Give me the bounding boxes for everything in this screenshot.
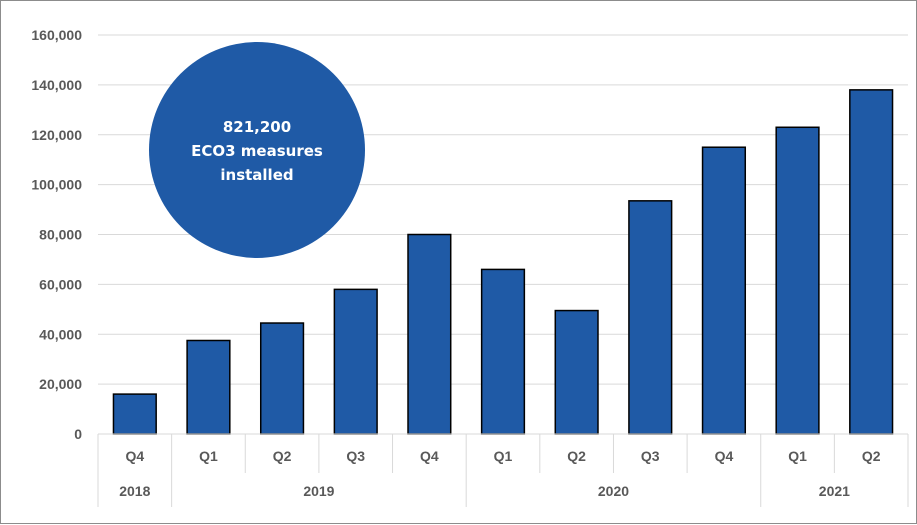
y-tick-label: 120,000 <box>31 127 82 143</box>
x-axis: Q4 Q1 Q2 Q3 Q4 Q1 Q2 Q3 Q4 Q1 Q2 2018 2019 2020 2021 <box>97 433 909 507</box>
y-tick-label: 100,000 <box>31 177 82 193</box>
year-label: 2018 <box>119 483 150 499</box>
y-tick-label: 0 <box>74 426 82 442</box>
year-label: 2021 <box>819 483 850 499</box>
y-tick-label: 160,000 <box>31 27 82 43</box>
x-tick-label: Q4 <box>715 448 734 464</box>
annotation-callout: 821,200 ECO3 measures installed <box>149 42 365 258</box>
bar <box>112 393 157 435</box>
y-axis: 0 20,000 40,000 60,000 80,000 100,000 120,000 1… <box>31 27 82 442</box>
y-tick-label: 80,000 <box>39 227 82 243</box>
y-tick-label: 20,000 <box>39 376 82 392</box>
bar <box>480 268 526 435</box>
x-tick-label: Q3 <box>346 448 365 464</box>
bar <box>701 146 747 435</box>
bar <box>333 288 378 435</box>
annotation-circle <box>149 42 365 258</box>
annotation-line-1: 821,200 <box>223 118 291 136</box>
y-tick-label: 40,000 <box>39 326 82 342</box>
x-tick-label: Q4 <box>420 448 439 464</box>
x-tick-label: Q4 <box>125 448 144 464</box>
bar <box>259 322 305 435</box>
bar <box>775 126 820 435</box>
bar <box>186 339 231 435</box>
annotation-line-3: installed <box>220 166 293 184</box>
bar <box>554 309 599 435</box>
x-tick-label: Q2 <box>862 448 881 464</box>
y-tick-label: 60,000 <box>39 276 82 292</box>
bar <box>628 200 673 435</box>
year-label: 2019 <box>303 483 334 499</box>
bar <box>407 233 452 435</box>
x-tick-label: Q2 <box>273 448 292 464</box>
x-tick-label: Q1 <box>494 448 513 464</box>
year-label: 2020 <box>598 483 629 499</box>
bar <box>849 89 894 435</box>
x-tick-label: Q3 <box>641 448 660 464</box>
bars <box>112 89 894 435</box>
x-tick-label: Q1 <box>788 448 807 464</box>
x-tick-label: Q1 <box>199 448 218 464</box>
y-tick-label: 140,000 <box>31 77 82 93</box>
x-tick-label: Q2 <box>567 448 586 464</box>
annotation-line-2: ECO3 measures <box>191 142 323 160</box>
